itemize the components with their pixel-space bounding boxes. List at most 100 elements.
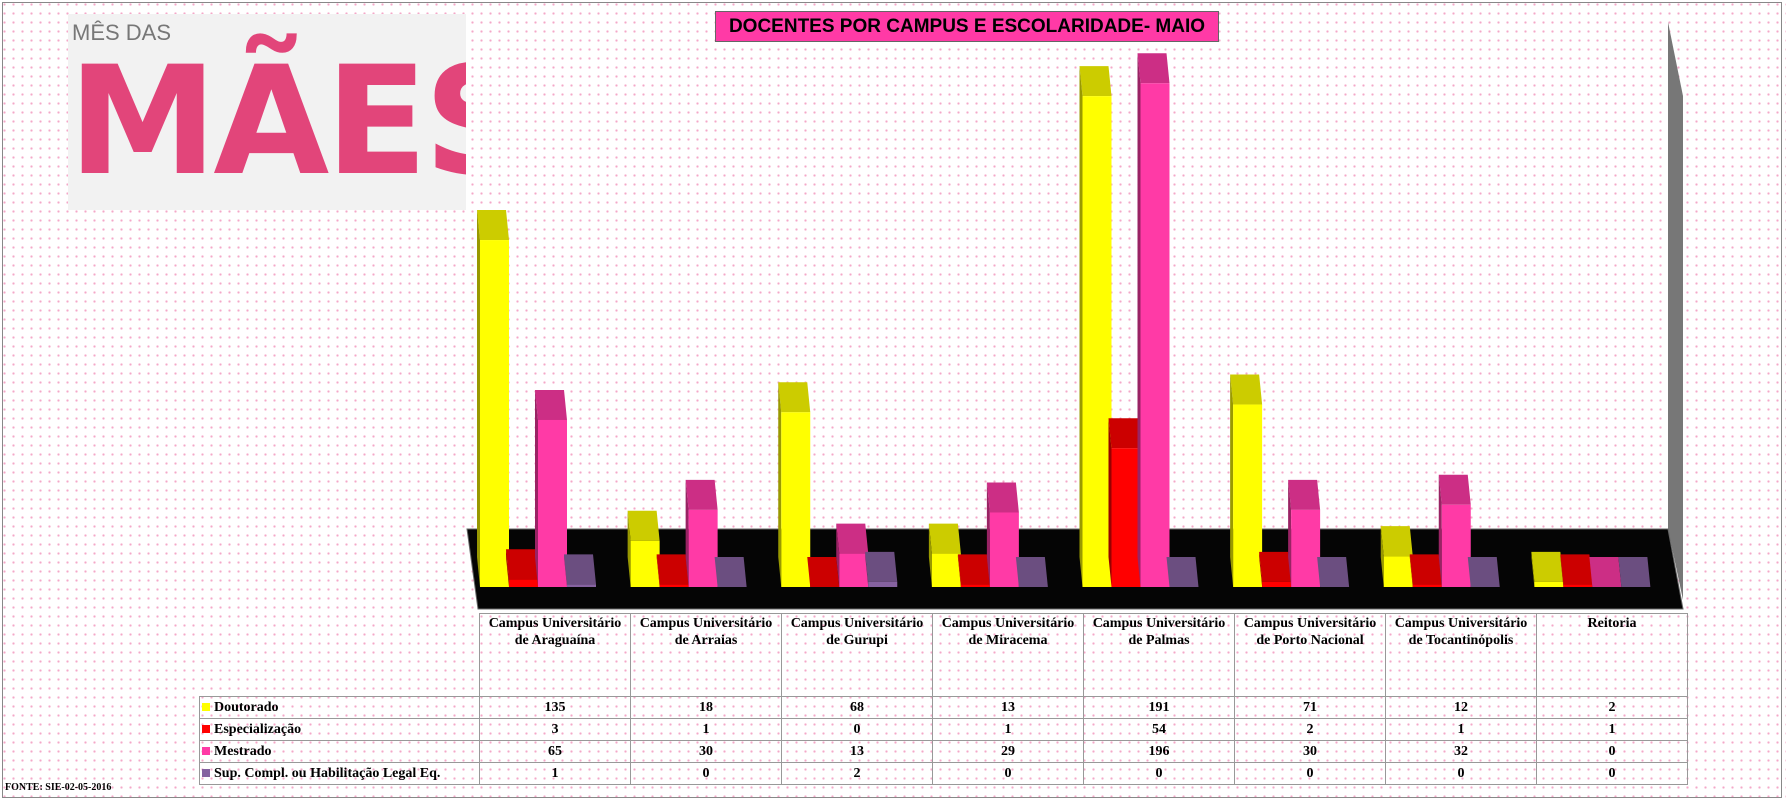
bar (1412, 584, 1442, 587)
bar-side (506, 549, 509, 587)
bar-top (656, 554, 689, 585)
bar-top (714, 557, 747, 587)
value-label: 1 (932, 718, 1084, 741)
bar-top (477, 210, 509, 241)
value-label: 65 (479, 740, 631, 763)
bar (1233, 404, 1263, 587)
value-label: 0 (1385, 762, 1537, 785)
bar-top (1015, 557, 1048, 587)
bar-side (778, 382, 782, 587)
bar (781, 412, 811, 587)
value-label: 0 (630, 762, 782, 785)
category-label: Campus Universitário de Arraias (630, 613, 782, 697)
bar-top (685, 479, 718, 510)
bar-side (1560, 554, 1564, 587)
value-label: 196 (1083, 740, 1235, 763)
table-row: Doutorado 135 18 68 13 191 71 12 2 (199, 696, 1688, 719)
value-label: 2 (1234, 718, 1386, 741)
value-label: 68 (781, 696, 933, 719)
legend-swatch (202, 702, 210, 711)
value-label: 1 (479, 762, 631, 785)
bar-top (986, 482, 1019, 513)
value-label: 2 (781, 762, 933, 785)
bar-top (1288, 479, 1321, 510)
value-label: 2 (1536, 696, 1688, 719)
bar-side (1288, 479, 1292, 587)
series-cell: Especialização (199, 718, 480, 741)
bar-top (1618, 557, 1651, 587)
value-label: 0 (1536, 762, 1688, 785)
chart (466, 22, 1684, 610)
bar-top (778, 382, 811, 413)
category-label: Campus Universitário de Porto Nacional (1234, 613, 1386, 697)
bar-side (1230, 374, 1234, 587)
value-label: 30 (1234, 740, 1386, 763)
bar-top (1079, 66, 1112, 97)
bar-side (564, 554, 567, 587)
banner-small: MÊS DAS (72, 20, 172, 45)
category-label: Reitoria (1536, 613, 1688, 697)
series-cell: Doutorado (199, 696, 480, 719)
value-label: 13 (781, 740, 933, 763)
bar (1563, 584, 1593, 587)
value-label: 12 (1385, 696, 1537, 719)
bar-side (1409, 554, 1413, 587)
value-label: 191 (1083, 696, 1235, 719)
bar (1140, 83, 1170, 587)
bar-top (1108, 418, 1141, 449)
value-label: 13 (932, 696, 1084, 719)
side-wall (1668, 22, 1683, 600)
value-label: 1 (630, 718, 782, 741)
bar (1111, 448, 1141, 587)
source: FONTE: SIE-02-05-2016 (5, 782, 112, 793)
bar-side (986, 482, 990, 587)
bar-top (1409, 554, 1442, 585)
bar (1291, 509, 1321, 587)
bar (630, 540, 660, 587)
legend-label: Mestrado (214, 743, 272, 759)
bar-top (1259, 551, 1292, 582)
bar-top (1230, 374, 1263, 405)
table-row: Sup. Compl. ou Habilitação Legal Eq. 1 0 2 0… (199, 762, 1688, 785)
bar-top (807, 557, 840, 587)
category-label: Campus Universitário de Tocantinópolis (1385, 613, 1537, 697)
bar-side (1079, 66, 1083, 587)
table-header-row: Campus Universitário de Araguaína Campus … (200, 613, 1688, 697)
bar-side (836, 523, 840, 587)
category-label: Campus Universitário de Araguaína (479, 613, 631, 697)
bar (1082, 96, 1112, 587)
bar-side (535, 389, 538, 587)
bar-top (957, 554, 990, 585)
value-label: 18 (630, 696, 782, 719)
bar-side (1531, 551, 1535, 587)
table-corner (200, 614, 480, 697)
table-row: Especialização 3 1 0 1 54 2 1 1 (199, 718, 1688, 741)
bar-top (535, 389, 567, 420)
legend-swatch (202, 768, 210, 777)
bar-side (685, 479, 689, 587)
value-label: 0 (781, 718, 933, 741)
bar (567, 584, 596, 587)
bar-top (1467, 557, 1500, 587)
bar (960, 584, 990, 587)
bar-top (627, 510, 660, 541)
bar-top (928, 523, 961, 554)
bar (688, 509, 718, 587)
bar-top (1531, 551, 1564, 582)
value-label: 0 (932, 762, 1084, 785)
value-label: 71 (1234, 696, 1386, 719)
bar-side (1380, 526, 1384, 587)
value-label: 29 (932, 740, 1084, 763)
bar-top (1589, 557, 1622, 587)
bar (1441, 504, 1471, 587)
table-row: Mestrado 65 30 13 29 196 30 32 0 (199, 740, 1688, 763)
bar-side (865, 551, 869, 587)
value-label: 1 (1536, 718, 1688, 741)
value-label: 54 (1083, 718, 1235, 741)
bar-side (1259, 551, 1263, 587)
category-label: Campus Universitário de Palmas (1083, 613, 1235, 697)
chart-title: DOCENTES POR CAMPUS E ESCOLARIDADE- MAIO (715, 11, 1219, 42)
bar-top (1560, 554, 1593, 585)
